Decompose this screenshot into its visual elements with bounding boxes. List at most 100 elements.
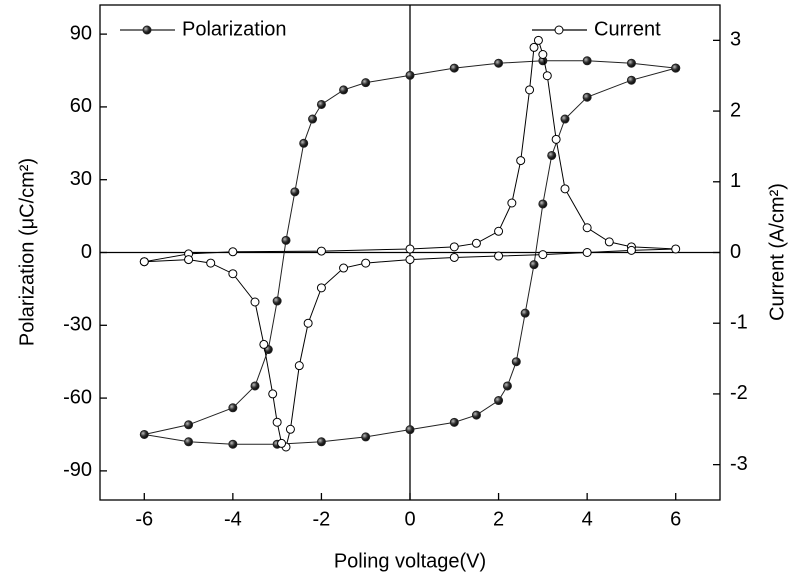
data-point — [290, 187, 300, 197]
legend-marker — [142, 25, 152, 35]
data-point — [294, 361, 304, 371]
data-point — [626, 58, 636, 68]
y-tick-label: -30 — [63, 314, 92, 336]
data-point — [299, 138, 309, 148]
data-point — [281, 235, 291, 245]
data-point — [471, 238, 481, 248]
data-point — [525, 85, 535, 95]
data-point — [277, 438, 287, 448]
y-tick-label: 30 — [70, 168, 92, 190]
data-point — [494, 396, 504, 406]
data-point — [471, 410, 481, 420]
y-tick-label: 90 — [70, 22, 92, 44]
data-point — [361, 258, 371, 268]
data-point — [507, 198, 517, 208]
data-point — [516, 156, 526, 166]
x-tick-label: 6 — [670, 508, 681, 530]
data-point — [272, 417, 282, 427]
data-point — [184, 420, 194, 430]
data-point — [560, 114, 570, 124]
legend-marker — [554, 25, 564, 35]
data-point — [339, 263, 349, 273]
data-point — [542, 71, 552, 81]
data-point — [139, 257, 149, 267]
data-point — [316, 99, 326, 109]
data-point — [316, 437, 326, 447]
x-tick-label: 0 — [404, 508, 415, 530]
data-point — [529, 42, 539, 52]
data-point — [405, 255, 415, 265]
data-point — [533, 35, 543, 45]
x-tick-label: 2 — [493, 508, 504, 530]
x-tick-label: -2 — [313, 508, 331, 530]
y-tick-label: 60 — [70, 95, 92, 117]
data-point — [582, 56, 592, 66]
data-point — [228, 247, 238, 257]
data-point — [582, 92, 592, 102]
data-point — [551, 134, 561, 144]
data-point — [405, 425, 415, 435]
y2-tick-label: -2 — [730, 382, 748, 404]
data-point — [250, 297, 260, 307]
x-tick-label: -6 — [135, 508, 153, 530]
data-point — [520, 308, 530, 318]
data-point — [538, 50, 548, 59]
data-point — [361, 432, 371, 442]
data-point — [272, 296, 282, 306]
data-point — [449, 63, 459, 73]
y2-axis-label: Current (A/cm²) — [766, 183, 788, 321]
y-tick-label: -90 — [63, 459, 92, 481]
data-point — [449, 252, 459, 262]
x-axis-label: Poling voltage(V) — [334, 550, 486, 572]
legend-label: Current — [594, 18, 661, 40]
x-tick-label: 4 — [582, 508, 593, 530]
data-point — [316, 246, 326, 256]
data-point — [582, 223, 592, 233]
data-point — [494, 226, 504, 236]
y2-tick-label: -1 — [730, 311, 748, 333]
y2-tick-label: 1 — [730, 170, 741, 192]
data-point — [511, 357, 521, 367]
data-point — [139, 429, 149, 439]
data-point — [361, 78, 371, 88]
data-point — [626, 75, 636, 85]
data-point — [449, 242, 459, 252]
data-point — [538, 199, 548, 209]
data-point — [582, 248, 592, 257]
data-point — [502, 381, 512, 391]
data-point — [184, 255, 194, 265]
data-point — [308, 114, 318, 124]
y2-tick-label: 0 — [730, 241, 741, 263]
data-point — [538, 250, 548, 260]
data-point — [228, 403, 238, 413]
y2-tick-label: 3 — [730, 29, 741, 51]
data-point — [547, 150, 557, 160]
y2-tick-label: 2 — [730, 99, 741, 121]
y2-tick-label: -3 — [730, 453, 748, 475]
data-point — [206, 258, 216, 268]
data-point — [626, 245, 636, 255]
data-point — [268, 389, 278, 399]
data-point — [339, 85, 349, 95]
x-tick-label: -4 — [224, 508, 242, 530]
y-tick-label: 0 — [81, 241, 92, 263]
data-point — [405, 244, 415, 254]
data-point — [250, 381, 260, 391]
data-point — [671, 63, 681, 73]
data-point — [259, 339, 269, 349]
data-point — [405, 70, 415, 80]
data-point — [285, 424, 295, 434]
legend-label: Polarization — [182, 18, 287, 40]
data-point — [604, 237, 614, 247]
data-point — [303, 318, 313, 328]
data-point — [449, 417, 459, 427]
y-axis-label: Polarization (μC/cm²) — [16, 158, 38, 346]
data-point — [228, 269, 238, 279]
data-point — [671, 244, 681, 254]
y-tick-label: -60 — [63, 386, 92, 408]
data-point — [228, 439, 238, 449]
data-point — [316, 283, 326, 293]
data-point — [529, 260, 539, 270]
data-point — [494, 58, 504, 68]
